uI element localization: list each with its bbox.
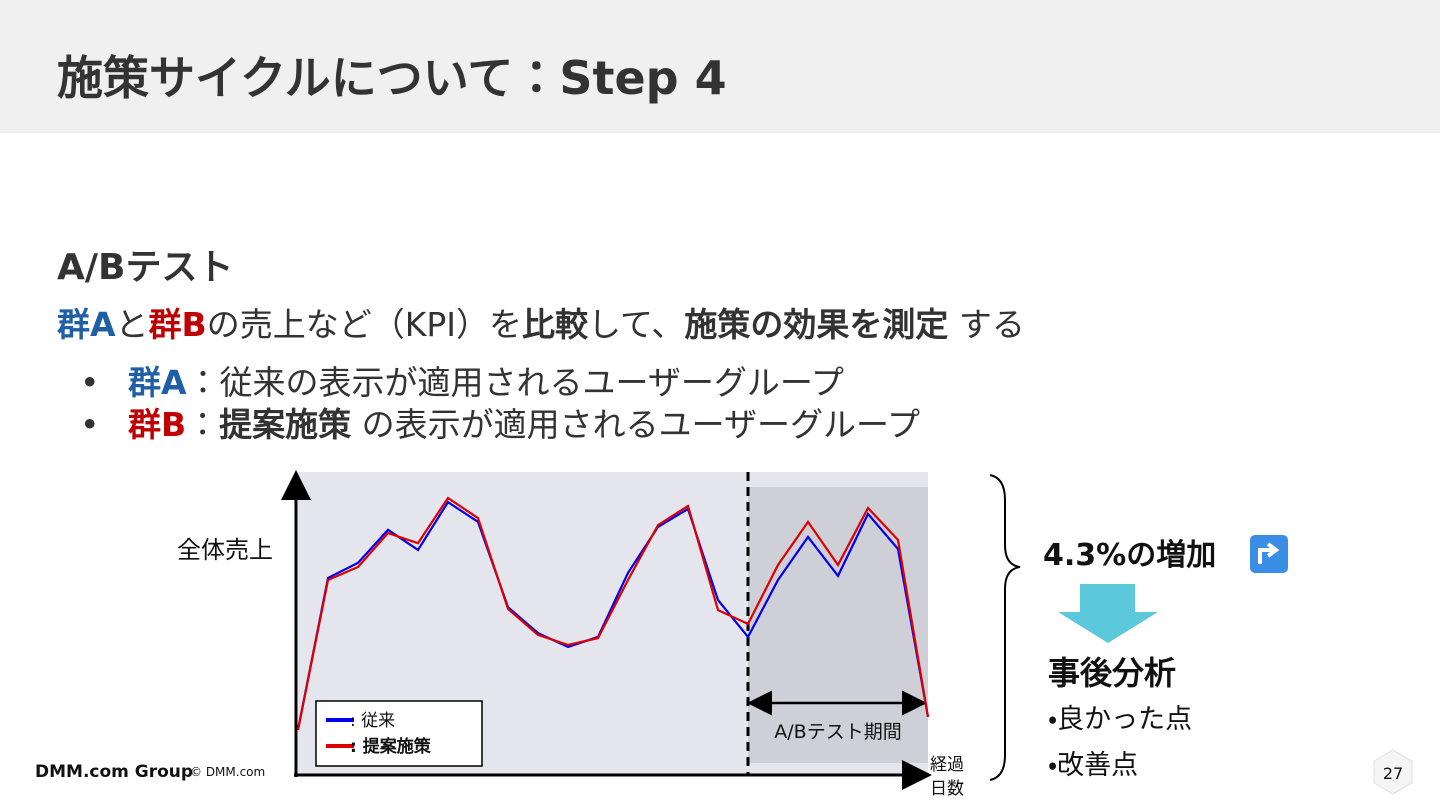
analysis-item: ・改善点 bbox=[1048, 750, 1138, 781]
period-label: A/Bテスト期間 bbox=[774, 721, 901, 743]
up-icon-arrow bbox=[1258, 542, 1280, 564]
x-axis-label: 経過 bbox=[930, 755, 964, 775]
test-period bbox=[748, 487, 928, 763]
series-line bbox=[296, 496, 930, 731]
slide-title: 施策サイクルについて：Step 4 bbox=[57, 51, 727, 105]
text: 群B bbox=[128, 405, 187, 444]
brace bbox=[989, 474, 1021, 781]
text: と bbox=[115, 305, 149, 344]
legend-label: : 提案施策 bbox=[350, 736, 432, 757]
page-badge bbox=[1373, 749, 1413, 795]
text: の売上など（KPI）を bbox=[206, 305, 522, 344]
page-number: 27 bbox=[1383, 764, 1403, 783]
x-axis-label: 日数 bbox=[930, 779, 964, 799]
analysis-item: ・良かった点 bbox=[1048, 704, 1192, 735]
text: する bbox=[948, 305, 1025, 344]
text: 群A bbox=[128, 363, 187, 402]
text: 施策の効果を測定 bbox=[684, 305, 949, 344]
text: の表示が適用されるユーザーグループ bbox=[351, 405, 921, 444]
text: して、 bbox=[587, 305, 685, 344]
footer-copyright: © DMM.com bbox=[190, 765, 265, 779]
text: 群B bbox=[148, 305, 207, 344]
bullet: 群A：従来の表示が適用されるユーザーグループ bbox=[80, 356, 844, 404]
section-heading: A/Bテスト bbox=[57, 247, 234, 288]
legend-label: : 従来 bbox=[350, 711, 395, 731]
result-headline: 4.3%の増加 bbox=[1043, 538, 1216, 573]
legend bbox=[315, 700, 483, 767]
footer-logo: DMM.com Group bbox=[35, 762, 193, 782]
text: ：従来の表示が適用されるユーザーグループ bbox=[186, 363, 844, 402]
text: 比較 bbox=[521, 305, 588, 344]
text: 提案施策 bbox=[219, 405, 352, 444]
analysis-title: 事後分析 bbox=[1048, 654, 1176, 692]
text: 群A bbox=[57, 305, 116, 344]
description: 群Aと群Bの売上など（KPI）を比較して、施策の効果を測定 する bbox=[57, 298, 1025, 346]
text: ： bbox=[186, 405, 220, 444]
header-band bbox=[0, 0, 1440, 133]
down-arrow bbox=[1058, 584, 1158, 643]
bullet: 群B：提案施策 の表示が適用されるユーザーグループ bbox=[80, 398, 920, 446]
y-axis-label: 全体売上 bbox=[177, 536, 273, 564]
series-line bbox=[296, 500, 930, 731]
